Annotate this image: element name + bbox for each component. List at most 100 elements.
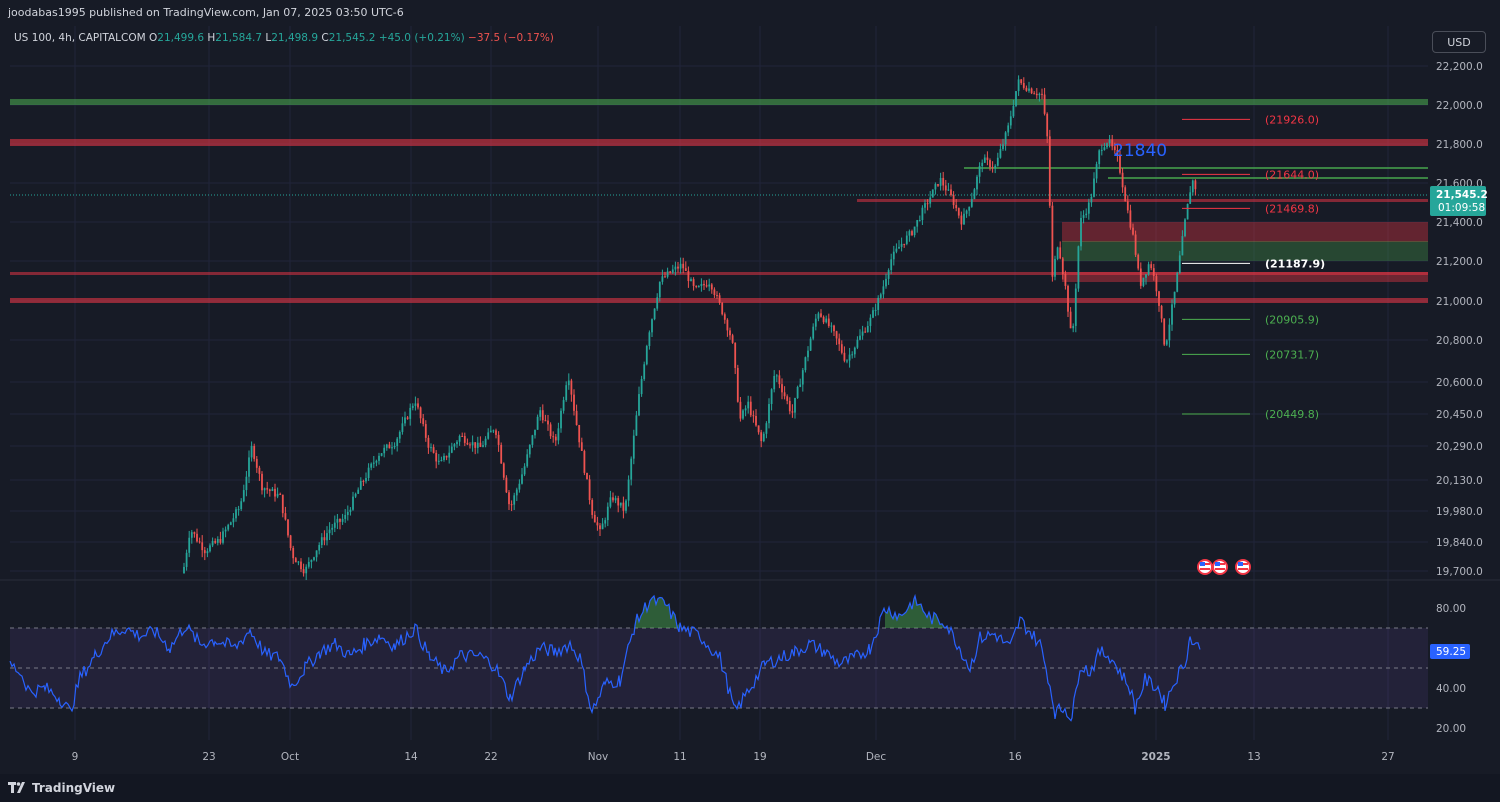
candle [331,523,334,536]
footer-bar: TradingView [0,774,1500,802]
candle [375,459,378,467]
candle [1184,218,1186,238]
time-axis[interactable]: 9 23 Oct 14 22 Nov 11 19 Dec 16 2025 13 27 [72,751,1395,763]
candle [799,378,802,388]
candle [742,409,744,420]
candle [443,453,445,462]
candle [944,179,947,196]
candle [372,455,375,468]
support-resistance-zones [10,99,1428,303]
candle [497,431,500,452]
time-tick-label: 2025 [1141,751,1170,763]
candle [328,522,331,541]
candle [198,537,201,544]
us-flag-icon[interactable] [1197,559,1213,575]
candle [1093,172,1095,198]
candle [562,396,565,414]
fib-level[interactable]: (20731.7) [1182,348,1319,361]
candle [596,516,599,531]
candle [731,333,734,344]
candle [294,556,297,563]
candle [1012,99,1015,118]
currency-button[interactable]: USD [1432,31,1486,53]
candle [284,506,287,521]
time-tick-label: 27 [1381,751,1394,763]
candle [911,229,913,237]
candle [567,373,570,390]
candle [770,388,773,411]
fib-level[interactable]: (21644.0) [1182,168,1319,181]
candle [487,428,490,440]
candle [788,397,791,415]
candle [1038,92,1041,102]
candle [619,502,622,508]
fib-level-label: (21644.0) [1265,168,1319,181]
candle [773,370,776,393]
symbol-name[interactable]: US 100, 4h, CAPITALCOM [14,32,146,44]
candle [716,291,718,299]
candle [578,424,581,448]
candle [921,205,924,225]
candle [489,425,492,433]
candle [648,330,651,350]
brand-name: TradingView [32,781,116,795]
fib-level[interactable]: (21187.9) [1182,257,1325,270]
candle [211,537,214,548]
candle [671,264,674,274]
candle [570,378,573,402]
candle [687,266,690,288]
published-header: joodabas1995 published on TradingView.co… [8,6,404,19]
tradingview-logo[interactable]: TradingView [8,776,115,800]
candle [955,199,958,212]
candle [627,475,630,507]
candle [643,361,646,381]
fib-level[interactable]: (21469.8) [1182,202,1319,215]
candle [523,463,526,477]
fib-level[interactable]: (21926.0) [1182,113,1319,126]
candle [679,257,682,274]
candle [1025,85,1028,92]
fib-level[interactable]: (20449.8) [1182,408,1319,421]
candle [1113,142,1116,154]
candle [1186,203,1189,220]
candle [950,184,952,197]
candle [388,441,391,449]
rsi-pane [9,593,1428,722]
candle [253,443,256,462]
candle [625,499,627,514]
candle [456,440,458,448]
candle [664,271,666,278]
fib-level[interactable]: (20905.9) [1182,313,1319,326]
candle [271,486,274,492]
candle [710,283,713,294]
price-chart[interactable]: (21926.0) (21644.0) (21469.8) (21187.9) (209… [0,26,1500,774]
candle [757,425,760,435]
candle [419,406,422,424]
annotation-21840: 21840 [1113,141,1167,161]
candle [898,240,900,249]
candle [362,479,365,487]
candle [1137,253,1140,271]
us-flag-icon[interactable] [1212,559,1228,575]
candle [947,182,950,192]
candle [474,442,477,455]
candle [1116,145,1119,162]
candle [219,531,222,545]
candle [1119,150,1121,175]
candle [398,430,401,444]
candle [1082,210,1085,224]
economic-event-flags[interactable] [1197,559,1251,575]
candle [692,277,695,291]
candle [726,318,729,337]
us-flag-icon[interactable] [1235,559,1251,575]
candle [1139,262,1142,289]
price-axis[interactable]: 22,200.022,000.021,800.021,600.021,400.0… [1430,61,1488,735]
candle [872,307,874,319]
candle [518,479,521,493]
candle [859,329,861,341]
candle [996,152,999,167]
candle [196,528,198,543]
candle [1028,81,1030,93]
candle [502,462,505,481]
candle [1158,290,1160,312]
